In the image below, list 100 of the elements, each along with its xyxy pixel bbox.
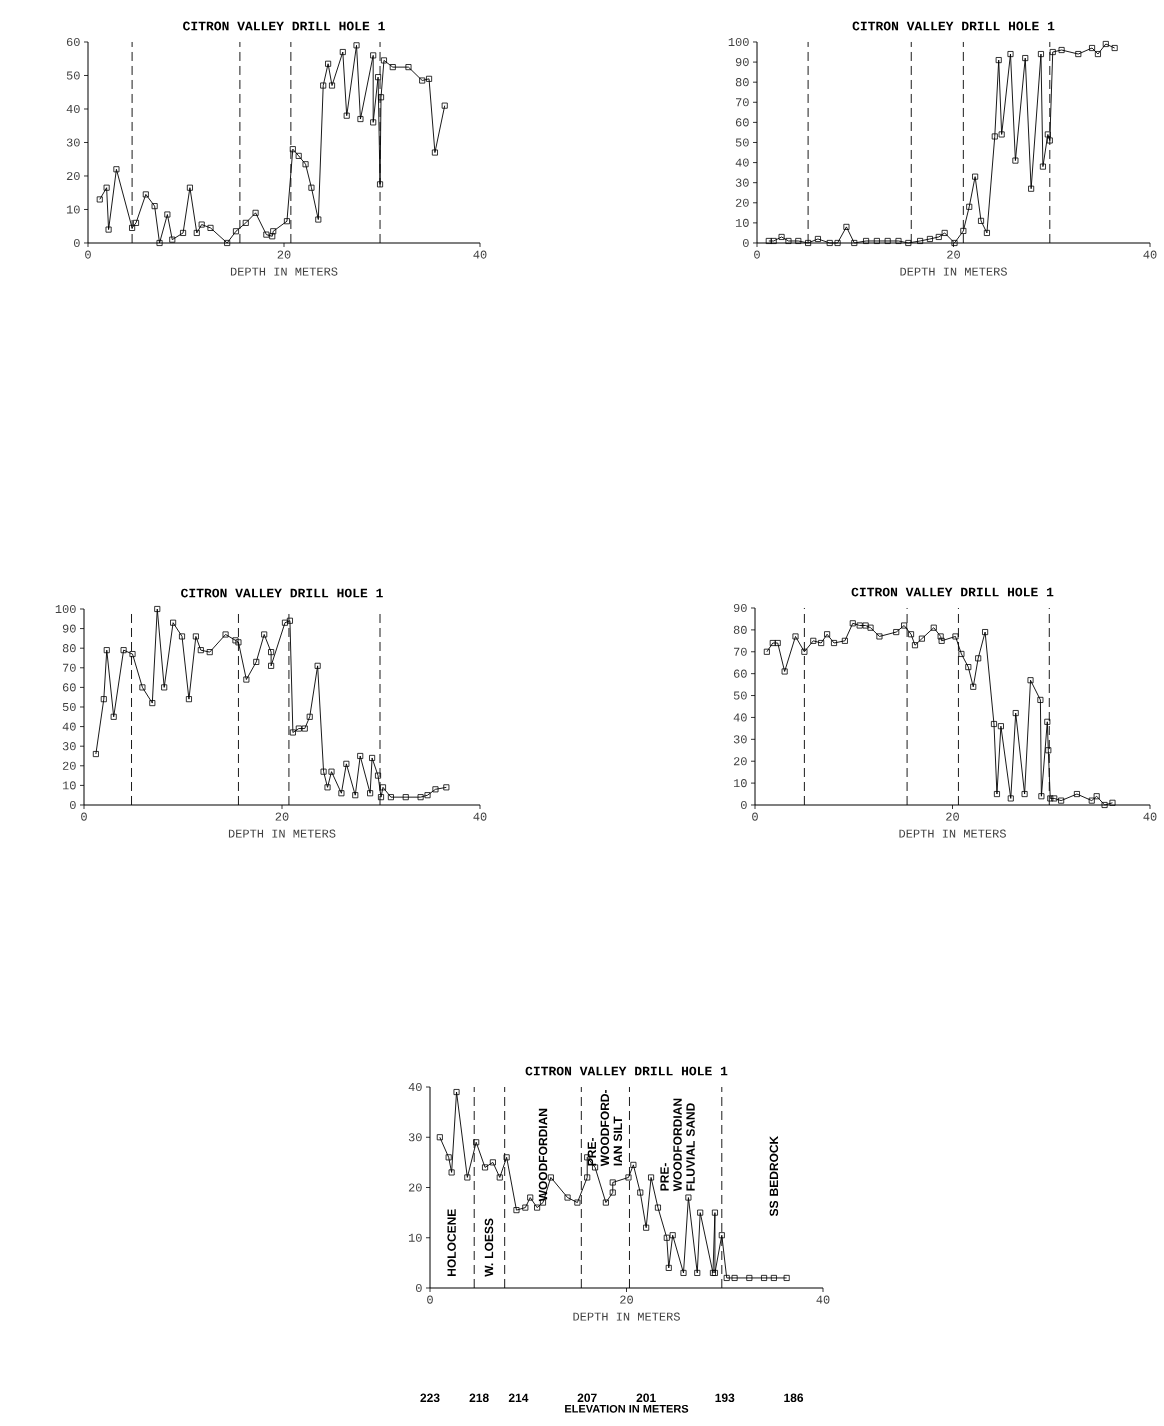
x-tick-label: 40 bbox=[1143, 250, 1157, 259]
point bbox=[375, 74, 382, 81]
point bbox=[669, 1232, 676, 1239]
point bbox=[824, 631, 831, 638]
point bbox=[1045, 747, 1052, 754]
y-tick-label: 20 bbox=[62, 761, 76, 770]
point bbox=[156, 239, 163, 246]
point bbox=[357, 752, 364, 759]
point bbox=[609, 1179, 616, 1186]
point bbox=[179, 633, 186, 640]
point bbox=[387, 794, 394, 801]
point bbox=[995, 57, 1002, 64]
y-tick-label: 0 bbox=[73, 238, 80, 248]
chart-title: CITRON VALLEY DRILL HOLE 1 bbox=[183, 21, 385, 31]
point bbox=[224, 239, 231, 246]
point bbox=[938, 637, 945, 644]
x-tick-label: 40 bbox=[1143, 812, 1157, 821]
point bbox=[982, 629, 989, 636]
point bbox=[876, 633, 883, 640]
point bbox=[801, 648, 808, 655]
point bbox=[993, 791, 1000, 798]
point bbox=[1109, 799, 1116, 806]
point bbox=[997, 723, 1004, 730]
point bbox=[232, 637, 239, 644]
point bbox=[685, 1194, 692, 1201]
point bbox=[1094, 51, 1101, 58]
point bbox=[970, 683, 977, 690]
point bbox=[527, 1194, 534, 1201]
point bbox=[867, 624, 874, 631]
point bbox=[1012, 157, 1019, 164]
x2-tick-label: 201 bbox=[636, 1393, 656, 1403]
point bbox=[723, 1274, 730, 1281]
point bbox=[648, 1174, 655, 1181]
point bbox=[643, 1224, 650, 1231]
point bbox=[746, 1274, 753, 1281]
point bbox=[774, 640, 781, 647]
y-tick-label: 50 bbox=[733, 691, 747, 700]
y-tick-label: 60 bbox=[733, 669, 747, 678]
point bbox=[917, 237, 924, 244]
point bbox=[718, 1232, 725, 1239]
x2-axis-title: ELEVATION IN METERS bbox=[565, 1404, 689, 1413]
point bbox=[302, 161, 309, 168]
point bbox=[308, 184, 315, 191]
point bbox=[357, 116, 364, 123]
point bbox=[436, 1134, 443, 1141]
x-tick-label: 0 bbox=[752, 812, 758, 821]
point bbox=[113, 166, 120, 173]
point bbox=[325, 60, 332, 67]
y-tick-label: 10 bbox=[408, 1233, 422, 1242]
point bbox=[522, 1204, 529, 1211]
y-tick-label: 60 bbox=[66, 37, 80, 47]
y-tick-label: 90 bbox=[733, 603, 747, 613]
point bbox=[129, 224, 136, 231]
point bbox=[170, 619, 177, 626]
point bbox=[151, 203, 158, 210]
point bbox=[464, 1174, 471, 1181]
x-axis-title: DEPTH IN METERS bbox=[900, 267, 1007, 276]
point bbox=[289, 729, 296, 736]
point bbox=[1044, 718, 1051, 725]
y-tick-label: 30 bbox=[408, 1133, 422, 1142]
point bbox=[665, 1264, 672, 1271]
point bbox=[377, 181, 384, 188]
y-tick-label: 20 bbox=[66, 171, 80, 181]
point bbox=[856, 622, 863, 629]
x-axis-title: DEPTH IN METERS bbox=[573, 1312, 680, 1321]
point bbox=[637, 1189, 644, 1196]
point bbox=[1102, 40, 1109, 47]
point bbox=[431, 149, 438, 156]
point bbox=[1046, 137, 1053, 144]
x-tick-label: 20 bbox=[275, 812, 289, 821]
point bbox=[1012, 710, 1019, 717]
point bbox=[1007, 51, 1014, 58]
point bbox=[419, 77, 426, 84]
chart-title: CITRON VALLEY DRILL HOLE 1 bbox=[525, 1066, 728, 1076]
point bbox=[975, 655, 982, 662]
y-tick-label: 70 bbox=[734, 647, 747, 656]
x-axis-title: DEPTH IN METERS bbox=[230, 267, 338, 276]
point bbox=[983, 229, 990, 236]
point bbox=[283, 218, 290, 225]
point bbox=[841, 637, 848, 644]
point bbox=[379, 784, 386, 791]
point bbox=[92, 751, 99, 758]
point bbox=[369, 754, 376, 761]
point bbox=[261, 631, 268, 638]
point bbox=[169, 236, 176, 243]
point bbox=[402, 794, 409, 801]
point bbox=[831, 640, 838, 647]
point bbox=[154, 605, 161, 612]
point bbox=[697, 1209, 704, 1216]
point bbox=[843, 223, 850, 230]
point bbox=[103, 647, 110, 654]
point bbox=[911, 642, 918, 649]
y-tick-label: 20 bbox=[733, 757, 747, 766]
point bbox=[315, 216, 322, 223]
point bbox=[711, 1209, 718, 1216]
point bbox=[763, 648, 770, 655]
x2-tick-label: 223 bbox=[420, 1393, 440, 1403]
x-tick-label: 40 bbox=[473, 812, 487, 821]
x-tick-label: 0 bbox=[85, 250, 91, 259]
point bbox=[966, 203, 973, 210]
